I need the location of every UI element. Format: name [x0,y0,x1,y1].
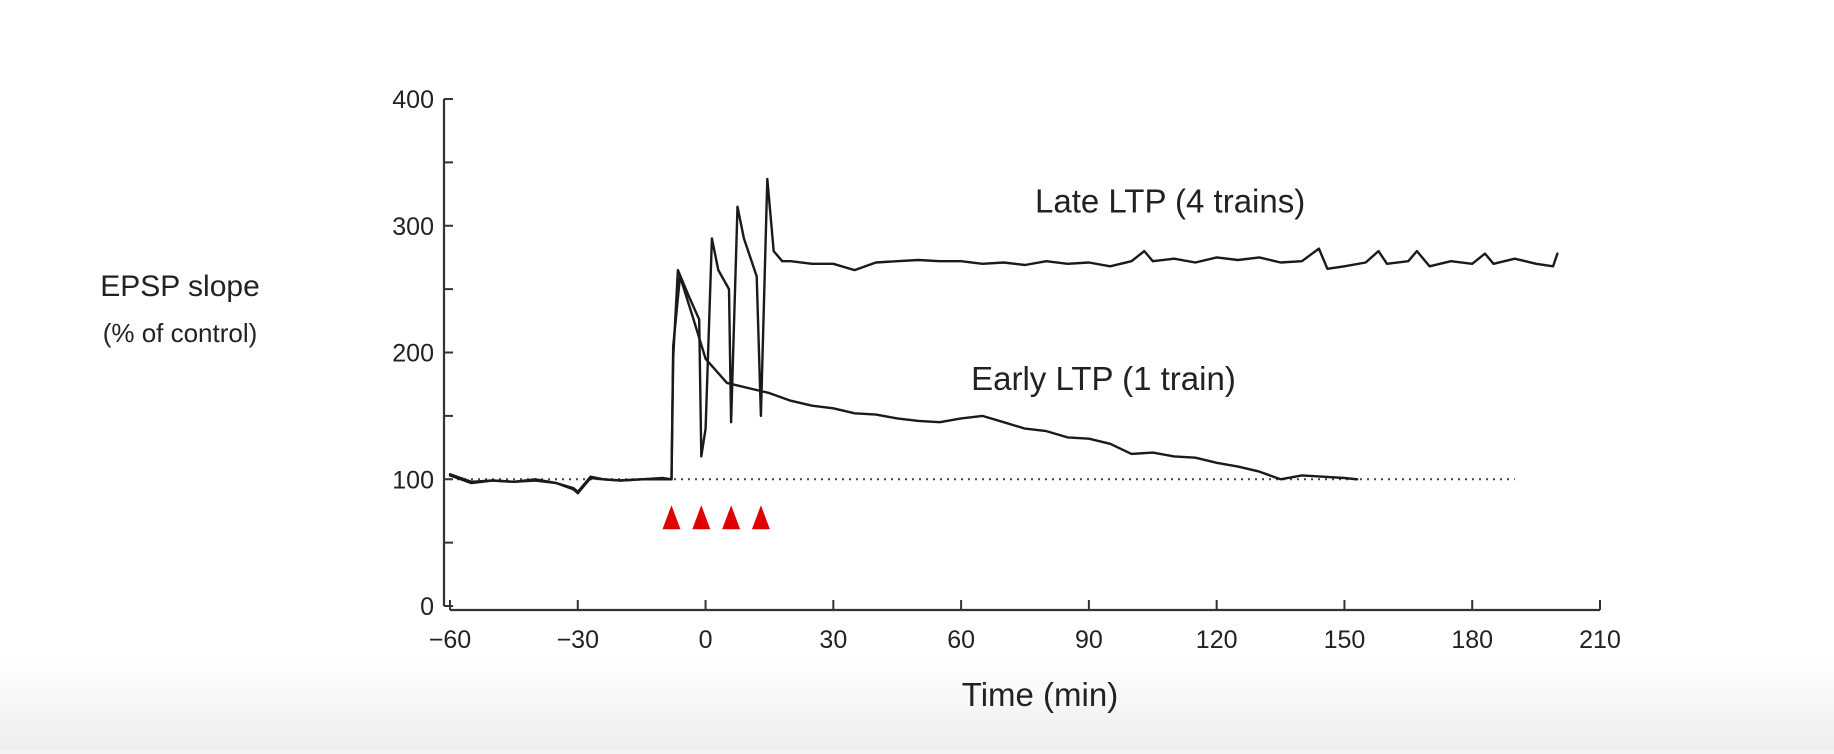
series-annotation-1: Early LTP (1 train) [971,360,1236,397]
series-annotation-0: Late LTP (4 trains) [1035,182,1305,219]
axes: 0 100 200 300 400 −60 −30 0 30 60 90 120 150 180 210 [392,86,1621,654]
series-line-1 [448,275,1359,494]
y-tick-label: 300 [392,213,434,241]
x-tick-label: −60 [429,626,471,654]
series-line-0 [448,177,1559,495]
y-axis-subtitle: (% of control) [103,318,258,348]
stimulus-marker [692,505,711,530]
x-tick-label: 30 [819,626,847,654]
x-tick-label: 90 [1075,626,1103,654]
y-tick-label: 100 [392,466,434,494]
x-tick-label: 0 [699,626,713,654]
x-axis-title: Time (min) [962,676,1118,713]
stimulus-marker [662,505,681,530]
y-axis-title: EPSP slope [100,270,260,303]
x-tick-label: 60 [947,626,975,654]
stimulus-marker [751,505,770,530]
x-tick-label: 210 [1579,626,1621,654]
y-tick-label: 400 [392,86,434,114]
chart-marks [448,177,1559,530]
stimulus-marker [722,505,741,530]
x-tick-label: 180 [1451,626,1493,654]
x-tick-label: −30 [557,626,599,654]
y-tick-label: 200 [392,340,434,368]
chart-labels: EPSP slope (% of control) Time (min) Lat… [100,182,1305,713]
x-tick-label: 150 [1324,626,1366,654]
x-tick-label: 120 [1196,626,1238,654]
y-tick-label: 0 [420,593,434,621]
